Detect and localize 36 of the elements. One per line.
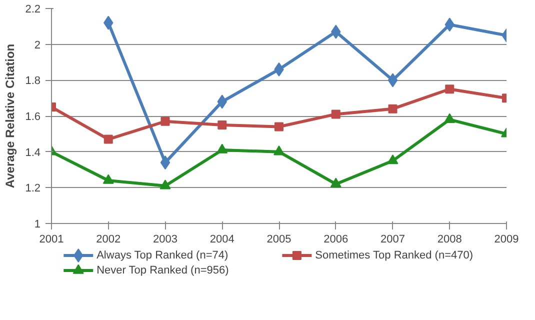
y-axis-title: Average Relative Citation [3,44,18,188]
x-tick-label: 2004 [210,234,234,246]
point [160,156,170,170]
point [274,122,284,132]
y-tick-label: 2 [34,39,41,52]
y-tick-label: 1 [34,218,41,230]
x-tick-label: 2008 [437,234,462,246]
point [160,116,170,126]
point [216,144,228,154]
x-tick-label: 2003 [153,234,178,246]
x-tick-label: 2001 [39,234,64,246]
x-tick-label: 2006 [324,234,348,246]
point [331,110,340,119]
point [445,84,454,94]
legend-label: Never Top Ranked (n=956) [96,264,229,276]
point [102,174,114,184]
point [274,146,284,156]
y-tick-label: 2.2 [25,4,41,16]
point [160,180,171,190]
point [218,120,227,130]
y-tick-label: 1.6 [25,111,41,123]
x-tick-label: 2002 [96,234,121,246]
y-tick-label: 1.4 [25,146,41,159]
point [388,73,398,88]
point [444,113,456,123]
point [388,104,398,114]
x-tick-label: 2009 [494,234,519,246]
legend-label: Always Top Ranked (n=74) [96,250,228,262]
point [330,178,342,188]
legend-label: Sometimes Top Ranked (n=470) [315,250,474,262]
point [104,134,113,144]
y-tick-label: 1.8 [25,75,41,88]
point [387,154,398,164]
x-tick-label: 2005 [266,234,292,246]
x-tick-label: 2007 [380,234,405,246]
y-tick-label: 1.2 [25,182,41,195]
